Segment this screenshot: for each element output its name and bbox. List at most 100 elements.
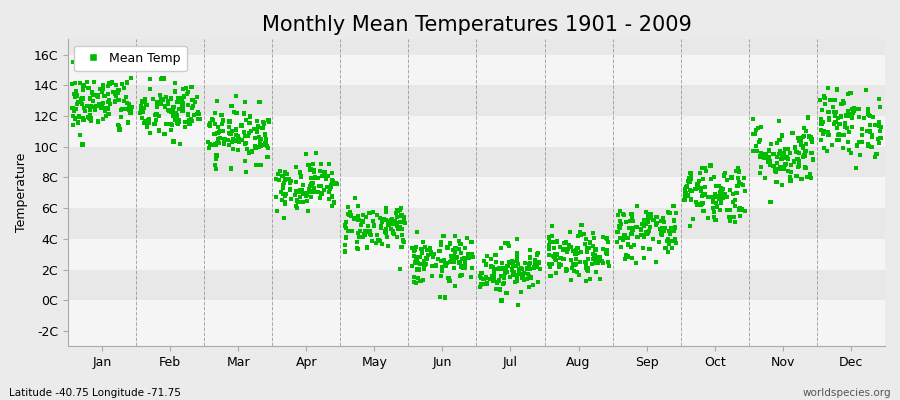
- Point: [164, 127, 178, 133]
- Point: [299, 192, 313, 199]
- Point: [825, 142, 840, 148]
- Point: [378, 228, 392, 235]
- Point: [821, 131, 835, 138]
- Point: [325, 170, 339, 176]
- Point: [506, 269, 520, 276]
- Point: [550, 238, 564, 245]
- Point: [774, 156, 788, 162]
- Bar: [68, 270, 885, 300]
- Point: [814, 107, 829, 114]
- Point: [248, 134, 262, 141]
- Point: [394, 226, 409, 232]
- Point: [92, 101, 106, 107]
- Point: [289, 164, 303, 170]
- Point: [166, 138, 181, 145]
- Point: [701, 194, 716, 200]
- Point: [861, 128, 876, 134]
- Point: [186, 112, 201, 118]
- Point: [256, 124, 270, 131]
- Point: [827, 121, 842, 127]
- Point: [501, 240, 516, 247]
- Point: [846, 108, 860, 115]
- Point: [822, 109, 836, 116]
- Point: [708, 216, 723, 223]
- Point: [487, 271, 501, 277]
- Point: [74, 97, 88, 103]
- Point: [171, 121, 185, 127]
- Point: [202, 139, 216, 145]
- Point: [718, 191, 733, 198]
- Point: [590, 260, 605, 266]
- Point: [630, 234, 644, 240]
- Point: [612, 224, 626, 230]
- Point: [398, 220, 412, 226]
- Point: [356, 218, 371, 225]
- Point: [232, 139, 247, 146]
- Point: [137, 104, 151, 111]
- Point: [617, 212, 632, 218]
- Point: [193, 116, 207, 122]
- Point: [86, 79, 101, 86]
- Point: [479, 261, 493, 268]
- Point: [799, 128, 814, 134]
- Point: [729, 168, 743, 174]
- Point: [234, 136, 248, 143]
- Point: [312, 195, 327, 202]
- Point: [860, 128, 875, 134]
- Point: [555, 247, 570, 253]
- Point: [639, 228, 653, 235]
- Point: [664, 244, 679, 251]
- Point: [433, 294, 447, 300]
- Point: [830, 137, 844, 144]
- Point: [93, 86, 107, 92]
- Point: [192, 110, 206, 117]
- Point: [617, 232, 632, 238]
- Point: [578, 241, 592, 247]
- Point: [662, 228, 676, 234]
- Point: [757, 155, 771, 162]
- Point: [320, 184, 334, 190]
- Point: [610, 228, 625, 235]
- Point: [465, 254, 480, 260]
- Point: [821, 128, 835, 135]
- Point: [751, 125, 765, 132]
- Point: [158, 94, 173, 100]
- Point: [317, 168, 331, 175]
- Point: [708, 200, 723, 206]
- Point: [94, 89, 109, 95]
- Point: [822, 117, 836, 124]
- Point: [227, 109, 241, 115]
- Point: [304, 174, 319, 181]
- Point: [571, 245, 585, 252]
- Point: [620, 253, 634, 260]
- Point: [413, 261, 428, 268]
- Point: [562, 242, 577, 248]
- Point: [714, 198, 728, 204]
- Point: [84, 103, 98, 110]
- Point: [792, 135, 806, 142]
- Point: [70, 101, 85, 107]
- Point: [527, 260, 542, 266]
- Point: [410, 256, 424, 262]
- Point: [382, 221, 396, 228]
- Point: [366, 208, 381, 215]
- Point: [243, 128, 257, 134]
- Point: [324, 184, 338, 191]
- Point: [644, 224, 658, 230]
- Point: [479, 261, 493, 267]
- Point: [224, 103, 238, 110]
- Point: [723, 187, 737, 194]
- Point: [83, 112, 97, 118]
- Point: [799, 140, 814, 147]
- Point: [257, 140, 272, 146]
- Point: [634, 232, 648, 238]
- Point: [641, 229, 655, 236]
- Point: [386, 228, 400, 234]
- Point: [783, 162, 797, 168]
- Point: [222, 118, 237, 125]
- Point: [155, 75, 169, 81]
- Point: [621, 224, 635, 231]
- Point: [277, 176, 292, 183]
- Point: [464, 274, 478, 280]
- Point: [872, 119, 886, 125]
